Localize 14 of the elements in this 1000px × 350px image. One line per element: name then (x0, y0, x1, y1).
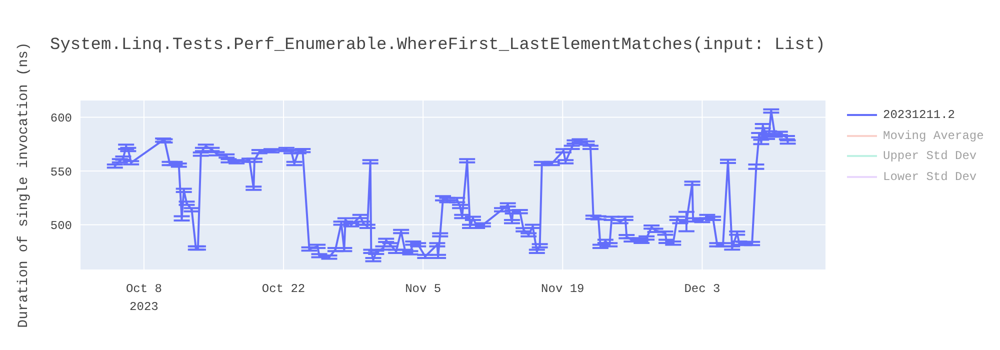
x-tick-label: Oct 22 (262, 282, 306, 296)
y-tick-label: 600 (50, 111, 72, 126)
legend-label: Upper Std Dev (883, 149, 977, 164)
x-tick-label: Nov 19 (541, 282, 584, 296)
legend-label: Moving Average (883, 128, 984, 143)
x-tick-label: Dec 3 (684, 282, 720, 296)
legend-label: 20231211.2 (883, 108, 956, 122)
y-tick-label: 500 (50, 219, 72, 234)
x-tick-label: Oct 8 2023 (126, 282, 162, 314)
y-tick-label: 550 (50, 165, 72, 180)
chart-title: System.Linq.Tests.Perf_Enumerable.WhereFirst_LastElementMatches(input: List) (50, 36, 826, 55)
legend-label: Lower Std Dev (883, 170, 977, 184)
y-axis-title: Duration of single invocation (ns) (16, 42, 32, 328)
x-tick-label: Nov 5 (405, 282, 442, 296)
